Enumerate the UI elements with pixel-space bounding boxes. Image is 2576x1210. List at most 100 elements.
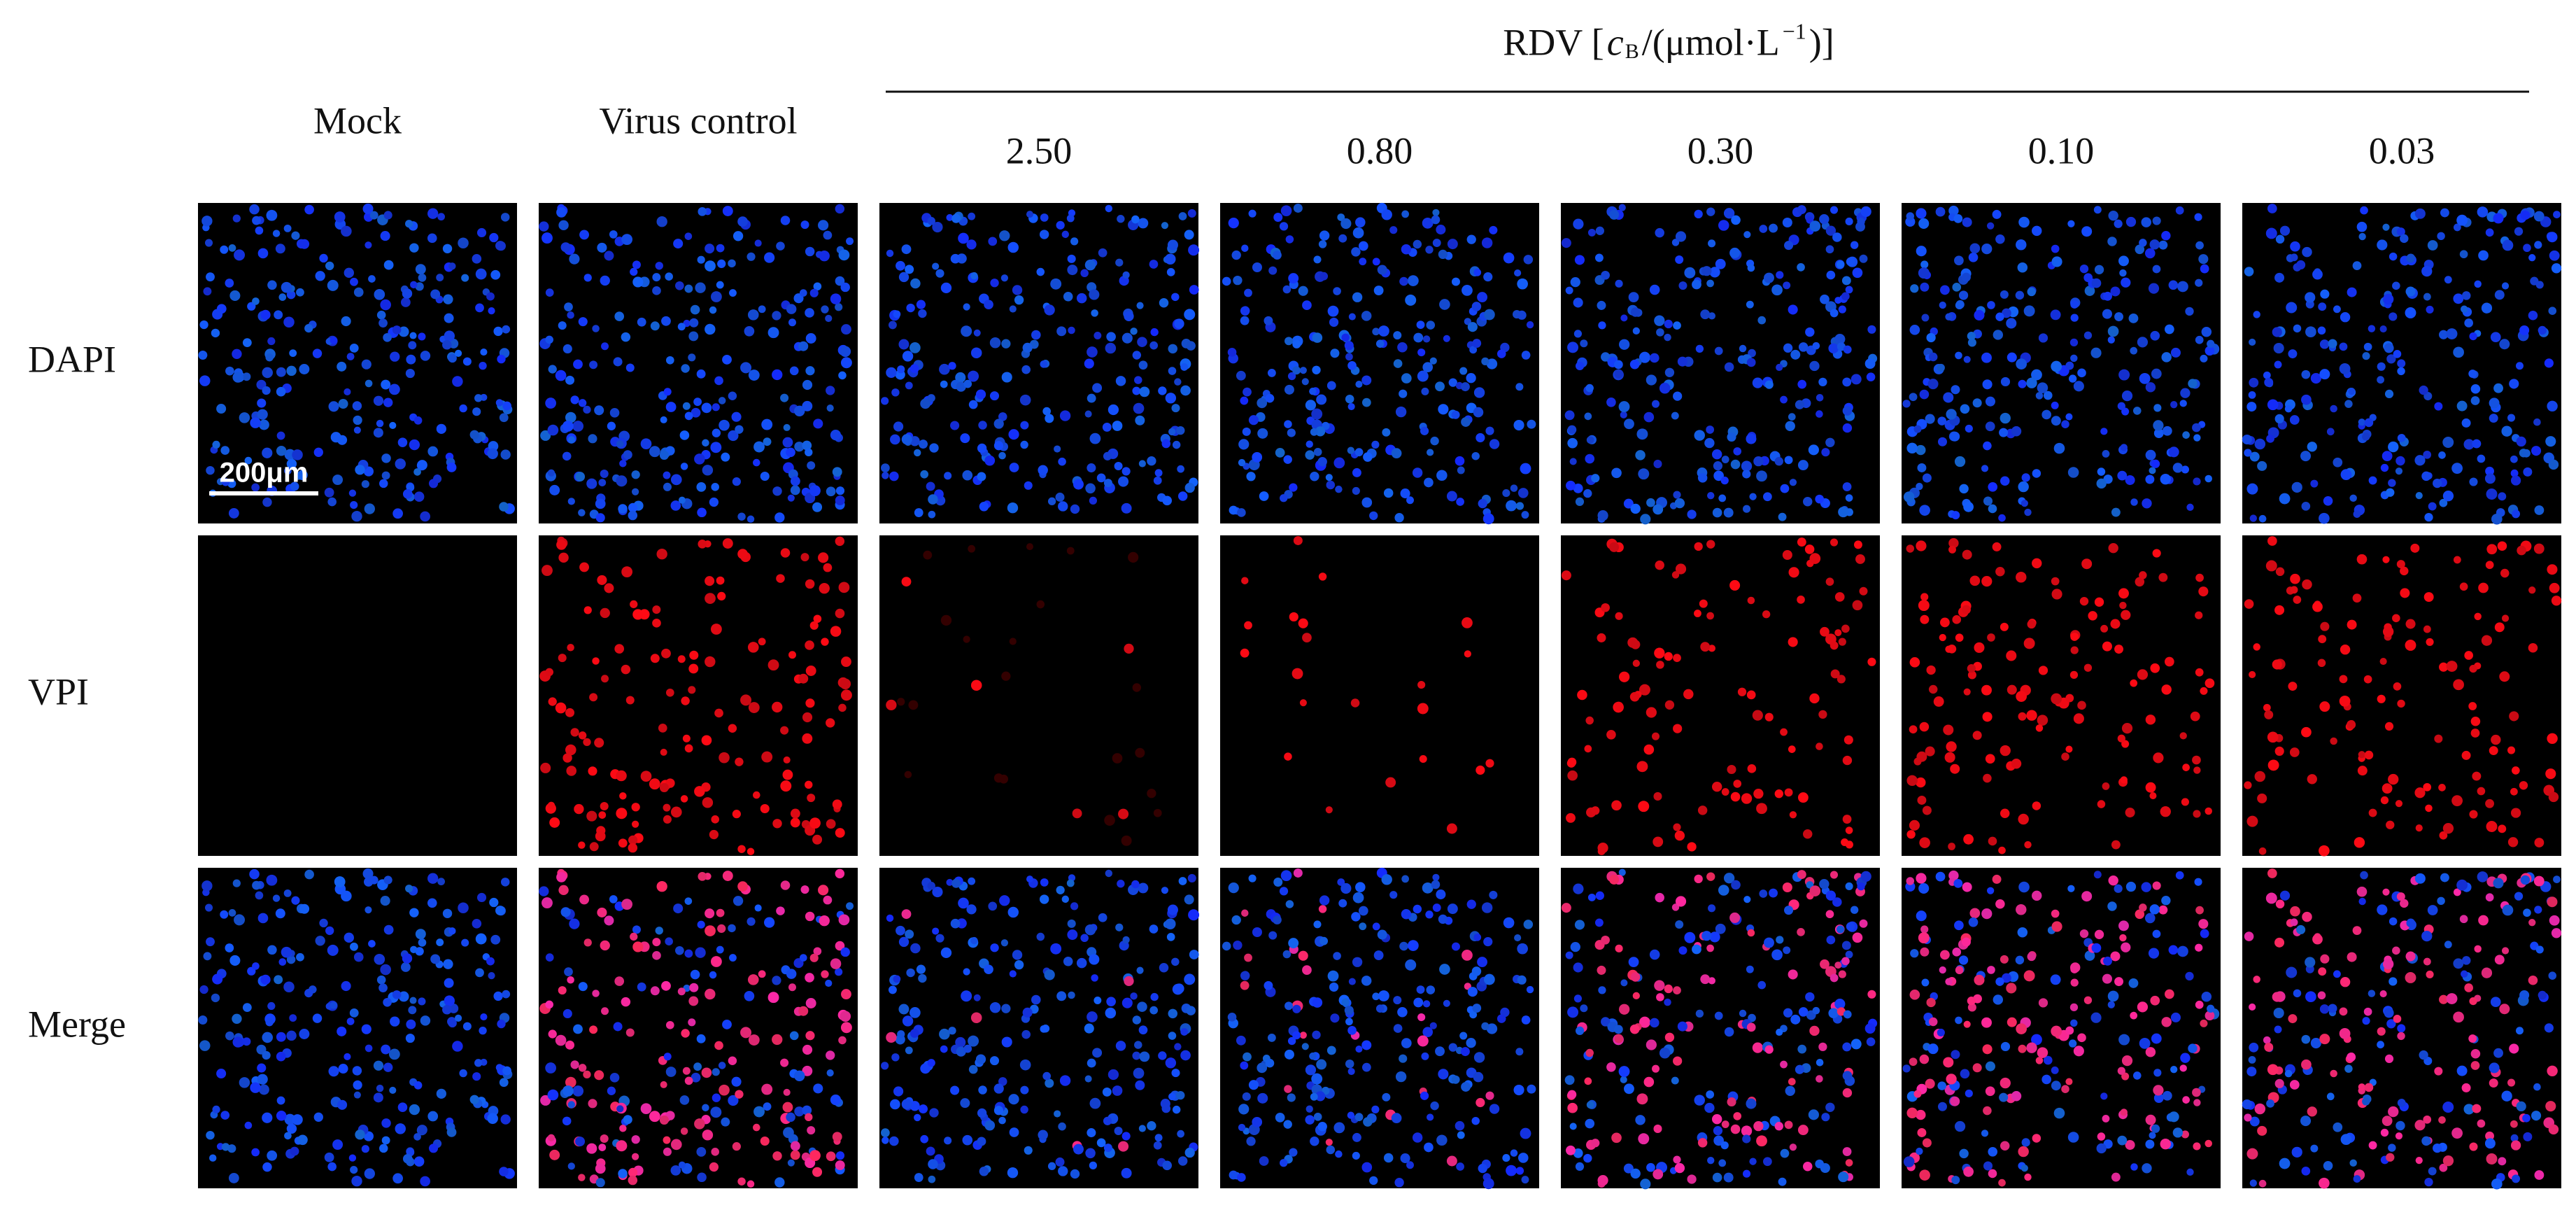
cell — [1701, 266, 1712, 276]
cell — [659, 782, 669, 792]
cell — [2469, 997, 2477, 1006]
micrograph — [1220, 202, 1539, 525]
cell — [2193, 810, 2201, 818]
cell — [2423, 782, 2432, 792]
cell — [265, 1018, 274, 1027]
cell — [437, 878, 446, 886]
cell — [728, 259, 736, 268]
cell — [2421, 1136, 2431, 1146]
cell — [2319, 1177, 2330, 1189]
cell — [2472, 1104, 2482, 1113]
cell — [2108, 210, 2118, 221]
cell — [1982, 712, 1993, 722]
cell — [1594, 253, 1604, 262]
cell — [1843, 1010, 1852, 1019]
cell — [1609, 874, 1620, 885]
cell — [542, 565, 553, 577]
cell — [374, 288, 385, 300]
cell — [1857, 882, 1865, 891]
cell — [1406, 1161, 1414, 1169]
cell — [2456, 214, 2468, 226]
cell — [935, 269, 944, 278]
cell — [297, 470, 308, 481]
cell — [1435, 1046, 1445, 1057]
cell — [2053, 1107, 2065, 1119]
cell — [2065, 361, 2074, 370]
cell — [2103, 956, 2112, 966]
cell — [1834, 334, 1846, 345]
cell — [2291, 481, 2302, 493]
cell — [2453, 888, 2461, 896]
cell — [688, 353, 696, 362]
cell — [344, 267, 354, 279]
cell — [890, 1099, 900, 1110]
cell — [1845, 840, 1853, 849]
cell — [2032, 225, 2042, 237]
cell — [1391, 1113, 1402, 1124]
cell — [1788, 567, 1799, 578]
cell — [2114, 312, 2123, 322]
cell — [2545, 436, 2556, 447]
cell — [2406, 918, 2416, 928]
cell — [1653, 459, 1662, 468]
cell — [1797, 870, 1806, 880]
cell — [1684, 931, 1696, 943]
cell — [2065, 413, 2073, 421]
cell — [1447, 903, 1458, 915]
cell — [684, 949, 693, 958]
cell — [1377, 929, 1387, 940]
cell — [697, 1172, 707, 1183]
cell — [2007, 1017, 2017, 1027]
cell — [1746, 433, 1757, 444]
cell — [1293, 203, 1303, 213]
cell — [1983, 496, 1993, 506]
cell — [1992, 542, 2002, 551]
cell — [2097, 467, 2106, 476]
cell — [1960, 404, 1970, 414]
cell — [1988, 1146, 1998, 1157]
cell — [652, 605, 661, 614]
cell — [409, 1104, 420, 1116]
cell — [1830, 973, 1839, 983]
cell — [1906, 877, 1915, 885]
cell — [682, 734, 691, 743]
cell — [315, 936, 325, 946]
cell — [597, 907, 607, 917]
cell — [327, 1162, 337, 1172]
cell — [2426, 305, 2434, 314]
cell — [2388, 773, 2399, 785]
cell — [958, 897, 969, 909]
cell — [376, 1084, 384, 1092]
cell — [618, 838, 628, 848]
cell — [352, 401, 362, 411]
cell — [1513, 1084, 1524, 1096]
cell — [560, 907, 571, 917]
cell — [2205, 807, 2212, 815]
cell — [1327, 305, 1339, 317]
cell — [1619, 671, 1630, 682]
cell — [1677, 1021, 1687, 1032]
cell — [1788, 969, 1798, 980]
cell — [1920, 260, 1929, 269]
cell — [1131, 880, 1140, 889]
cell — [1273, 878, 1283, 887]
cell — [578, 1174, 586, 1181]
cell — [729, 954, 737, 962]
cell — [984, 964, 993, 975]
cell — [1759, 225, 1768, 233]
cell — [2118, 369, 2130, 381]
cell — [609, 408, 620, 418]
cell — [722, 1020, 732, 1029]
cell — [1092, 383, 1103, 393]
cell — [679, 1095, 690, 1105]
cell — [1229, 1170, 1238, 1180]
cell — [2481, 635, 2493, 646]
cell — [1369, 511, 1378, 521]
micrograph — [879, 535, 1198, 856]
cell — [673, 239, 684, 249]
cell — [673, 903, 684, 914]
cell — [802, 1044, 813, 1055]
cell — [2026, 377, 2037, 388]
cell — [1171, 404, 1180, 413]
cell — [1443, 335, 1450, 342]
